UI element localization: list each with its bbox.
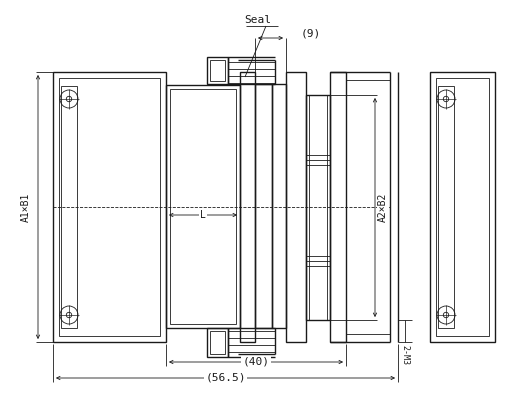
Text: A2×B2: A2×B2 [378, 193, 388, 222]
Bar [210, 331, 225, 354]
Bar [309, 95, 327, 320]
Bar [207, 328, 228, 357]
Bar [210, 60, 225, 81]
Bar [170, 89, 236, 324]
Text: (56.5): (56.5) [205, 373, 246, 383]
Bar [272, 84, 286, 328]
Bar [59, 78, 160, 336]
Bar [330, 72, 346, 342]
Bar [436, 78, 489, 336]
Text: L: L [200, 210, 206, 220]
Bar [306, 155, 330, 165]
Text: Seal: Seal [245, 15, 271, 25]
Bar [166, 85, 240, 328]
Bar [61, 86, 77, 328]
Bar [255, 84, 272, 328]
Bar [306, 256, 330, 266]
Bar [306, 95, 330, 320]
Text: 2-M3: 2-M3 [401, 345, 409, 365]
Bar [53, 72, 166, 342]
Text: (40): (40) [243, 357, 269, 367]
Bar [240, 72, 255, 342]
Bar [438, 86, 454, 328]
Text: (9): (9) [301, 29, 321, 39]
Bar [430, 72, 495, 342]
Bar [286, 72, 306, 342]
Bar [207, 57, 228, 84]
Text: A1×B1: A1×B1 [21, 192, 31, 222]
